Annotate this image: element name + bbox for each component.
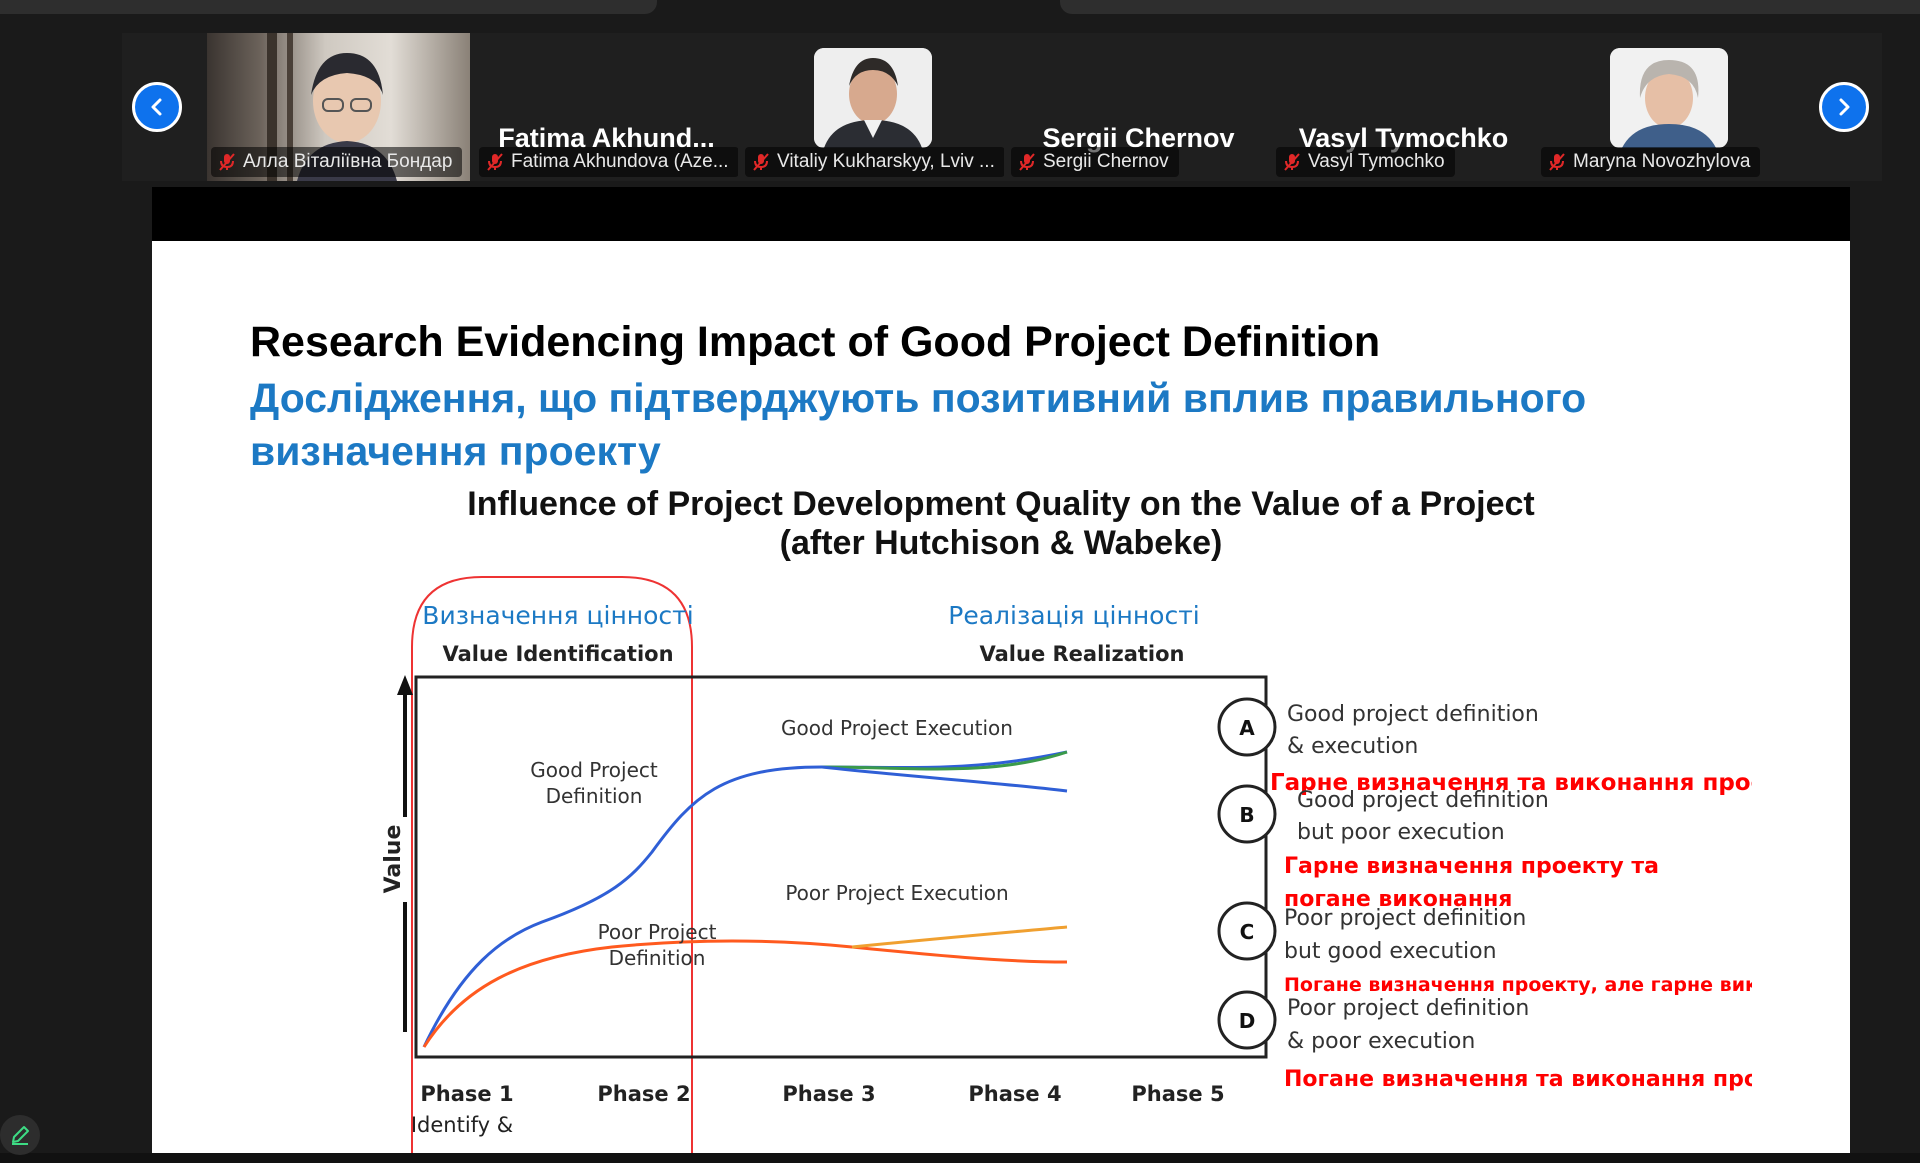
outcome-A-ua: Гарне визначення та виконання проекту (1270, 770, 1752, 796)
participant-tile[interactable]: Sergii Chernov Sergii Chernov (1007, 33, 1270, 181)
label-good-definition-1: Good Project (530, 758, 658, 782)
outcome-marker-C: C (1217, 901, 1277, 961)
mic-muted-icon (485, 152, 505, 172)
label-poor-definition-1: Poor Project (598, 920, 717, 944)
header-value-realization-en: Value Realization (980, 642, 1185, 666)
chevron-right-icon (1839, 98, 1850, 116)
participant-name: Fatima Akhundova (Aze... (511, 151, 729, 172)
window-toolbar-right (1060, 0, 1920, 14)
outcome-C-ua: Погане визначення проекту, але гарне вик… (1284, 974, 1752, 996)
outcome-marker-B: B (1217, 784, 1277, 844)
svg-text:C: C (1240, 920, 1255, 944)
participant-label: Fatima Akhundova (Aze... (479, 147, 738, 177)
svg-text:A: A (1239, 716, 1255, 740)
window-toolbar-left (0, 0, 657, 14)
participant-name: Sergii Chernov (1043, 151, 1169, 172)
participant-photo (813, 48, 932, 148)
header-value-realization-ua: Реалізація цінності (948, 601, 1199, 630)
participant-name: Алла Віталіївна Бондар (243, 151, 453, 172)
mic-muted-icon (751, 152, 771, 172)
header-value-identification-ua: Визначення цінності (422, 601, 693, 630)
series-good-execution-C (422, 939, 1068, 1048)
outcome-A-en-2: & execution (1287, 734, 1418, 759)
plot-frame (414, 675, 1268, 1059)
phase-label-4: Phase 4 (968, 1082, 1061, 1106)
outcome-D-en-2: & poor execution (1287, 1029, 1475, 1054)
mic-muted-icon (1017, 152, 1037, 172)
phase-label-2: Phase 2 (597, 1082, 690, 1106)
outcome-D-ua: Погане визначення та виконання проекту (1284, 1067, 1752, 1092)
chart-title: Influence of Project Development Quality… (152, 485, 1850, 563)
series-good-execution-A (821, 750, 1068, 771)
participant-tile[interactable]: Maryna Novozhylova (1537, 33, 1800, 181)
svg-text:D: D (1239, 1009, 1256, 1033)
label-good-execution: Good Project Execution (781, 716, 1013, 740)
participant-label: Vitaliy Kukharskyy, Lviv ... (745, 147, 1004, 177)
phase-1-sublabel: Identify & (411, 1113, 513, 1137)
participant-tile[interactable]: Fatima Akhund... Fatima Akhundova (Aze..… (475, 33, 738, 181)
mic-muted-icon (1282, 152, 1302, 172)
outcome-marker-D: D (1217, 990, 1277, 1050)
outcome-D-en-1: Poor project definition (1287, 996, 1529, 1021)
outcome-C-en-1: Poor project definition (1284, 906, 1526, 931)
shared-screen-slide: Research Evidencing Impact of Good Proje… (152, 241, 1850, 1153)
outcome-A-en-1: Good project definition (1287, 702, 1539, 727)
avatar-image (1609, 48, 1728, 148)
participant-label: Vasyl Tymochko (1276, 147, 1455, 177)
label-poor-definition-2: Definition (609, 946, 706, 970)
participant-tile[interactable]: Vitaliy Kukharskyy, Lviv ... (741, 33, 1004, 181)
previous-page-button[interactable] (132, 82, 182, 132)
annotate-button[interactable] (0, 1115, 40, 1155)
phase-label-3: Phase 3 (782, 1082, 875, 1106)
slide-subtitle: Дослідження, що підтверджують позитивний… (250, 375, 1587, 474)
participant-name: Vasyl Tymochko (1308, 151, 1445, 172)
avatar-image (813, 48, 932, 148)
chevron-left-icon (151, 98, 162, 116)
pencil-icon (12, 1126, 29, 1145)
slide-title: Research Evidencing Impact of Good Proje… (250, 318, 1381, 366)
value-identification-highlight (411, 576, 693, 1153)
series-poor-execution-D (851, 925, 1068, 949)
outcome-B-en-1: Good project definition (1297, 788, 1549, 813)
series-poor-execution-B (821, 765, 1068, 793)
participant-tile[interactable]: Vasyl Tymochko Vasyl Tymochko (1272, 33, 1535, 181)
outcome-B-ua-1: Гарне визначення проекту та (1284, 854, 1659, 879)
participant-name: Vitaliy Kukharskyy, Lviv ... (777, 151, 995, 172)
participant-photo (1609, 48, 1728, 148)
outcome-marker-A: A (1217, 697, 1277, 757)
participant-tile[interactable]: Алла Віталіївна Бондар (207, 33, 470, 181)
label-poor-execution: Poor Project Execution (785, 881, 1008, 905)
y-axis-label: Value (381, 825, 406, 894)
outcome-B-ua-2: погане виконання (1284, 887, 1512, 912)
participant-label: Maryna Novozhylova (1541, 147, 1761, 177)
phase-label-1: Phase 1 (420, 1082, 513, 1106)
phase-label-5: Phase 5 (1131, 1082, 1224, 1106)
participant-label: Sergii Chernov (1011, 147, 1179, 177)
participant-name: Maryna Novozhylova (1573, 151, 1751, 172)
y-axis-arrowhead (397, 675, 413, 695)
participant-label: Алла Віталіївна Бондар (211, 147, 463, 177)
next-page-button[interactable] (1819, 82, 1869, 132)
chart-title-line-1: Influence of Project Development Quality… (467, 485, 1535, 523)
value-chart: Value Визначення цінності Value Identifi… (381, 576, 1752, 1153)
shared-screen-letterbox (152, 187, 1850, 241)
mic-muted-icon (217, 152, 237, 172)
outcome-B-en-2: but poor execution (1297, 820, 1505, 845)
svg-text:B: B (1239, 803, 1254, 827)
label-good-definition-2: Definition (546, 784, 643, 808)
chart-title-line-2: (after Hutchison & Wabeke) (779, 524, 1223, 562)
mic-muted-icon (1547, 152, 1567, 172)
outcome-C-en-2: but good execution (1284, 939, 1497, 964)
bottom-bar (0, 1153, 1920, 1163)
header-value-identification-en: Value Identification (442, 642, 673, 666)
